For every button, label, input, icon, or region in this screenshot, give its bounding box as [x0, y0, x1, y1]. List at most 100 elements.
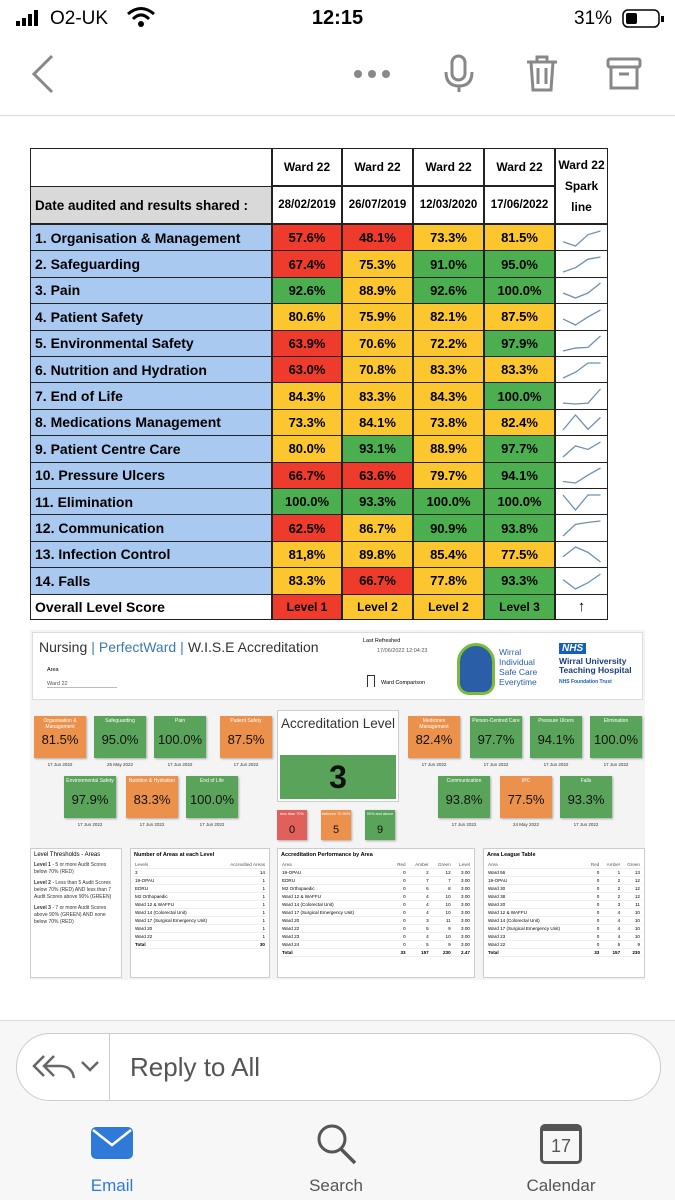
score-tile: IPC 77.5% — [500, 776, 552, 818]
tile-date: 17 Jun 2022 — [47, 762, 73, 767]
audit-table: Ward 22 28/02/2019 Ward 22 26/07/2019 Ward 2… — [30, 148, 608, 621]
search-icon[interactable] — [314, 1122, 358, 1171]
table-row: Ward 14 (Colorectal Unit) 1 — [134, 908, 266, 917]
table-cell: Ward 14 (Colorectal Unit) — [281, 900, 392, 909]
level-box: Accreditation Level 3 — [277, 710, 399, 802]
table-cell: Ward 17 (Surgical Emergency Unit) — [487, 924, 587, 933]
back-button[interactable] — [28, 52, 58, 101]
table-cell: 4 — [406, 892, 430, 901]
calendar-icon[interactable]: 17 — [540, 1124, 582, 1164]
email-tab[interactable]: Email — [90, 1176, 134, 1195]
table-cell: 10 — [429, 892, 452, 901]
search-tab[interactable]: Search — [309, 1176, 363, 1195]
table-cell: 0 — [391, 908, 407, 917]
level-cell: Level 1 — [272, 593, 342, 620]
table-cell: 3.00 — [451, 884, 471, 893]
table-cell: 10 — [621, 924, 641, 933]
table-cell: Amber — [600, 861, 622, 869]
table-row: Ward 23 0 4 10 — [487, 932, 641, 941]
threshold-line: Level 1 - 5 or more Audit Scores below 7… — [34, 862, 118, 876]
table-cell: 30 — [218, 940, 266, 949]
dash-header: Nursing | PerfectWard | W.I.S.E Accreditatio… — [32, 632, 643, 700]
table-cell: Ward 12 & WAFFU — [281, 892, 392, 901]
date-header: 26/07/2019 — [342, 186, 413, 224]
battery-percent: 31% — [574, 8, 613, 29]
score-cell: 93.3% — [484, 567, 555, 595]
league-panel: Area League Table Area Red Amber Green Ward 5… — [483, 848, 645, 978]
table-cell: Red — [391, 861, 407, 869]
refresh-time: 17/06/2022 12:04:23 — [377, 648, 428, 654]
score-tile: Nutrition & Hydration 83.3% — [126, 776, 178, 818]
carrier: O2-UK — [50, 8, 109, 29]
score-cell: 85.4% — [413, 540, 484, 569]
table-cell: 4 — [600, 916, 622, 925]
date-header: 28/02/2019 — [272, 186, 342, 224]
tile-date: 17 Jun 2022 — [573, 822, 599, 827]
mini-table: Levels Accredited Areas 3 14 19-OPAU 1 EDRU 1 M2… — [134, 861, 266, 949]
table-row: Ward 20 1 — [134, 924, 266, 933]
signal-icon — [14, 8, 54, 28]
battery-icon — [622, 8, 666, 35]
table-row: Ward 17 (Surgical Emergency Unit) 0 4 10 — [487, 924, 641, 933]
count-label: between 70-90% — [321, 812, 351, 816]
sparkline-cell — [555, 303, 608, 331]
mini-table: Area Red Amber Green Ward 56 0 1 13 19-OPAU 0 2 12 W… — [487, 861, 641, 957]
reply-placeholder[interactable]: Reply to All — [130, 1052, 261, 1082]
wise-line: Everytime — [499, 677, 537, 687]
date-label: Date audited and results shared : — [30, 186, 272, 224]
tile-date: 24 May 2022 — [512, 822, 540, 827]
table-row: Ward 12 & WAFFU 1 — [134, 900, 266, 909]
sparkline — [562, 230, 601, 247]
score-cell: 82.1% — [413, 303, 484, 331]
score-cell: 81,8% — [272, 540, 342, 569]
wise-line: Individual — [499, 657, 535, 667]
table-row: Area Red Amber Green Level — [281, 861, 471, 869]
row-label: 4. Patient Safety — [30, 303, 272, 331]
ward-comparison[interactable]: Ward Comparison — [381, 680, 426, 686]
table-cell: 0 — [586, 932, 601, 941]
table-cell: Ward 30 — [487, 884, 587, 893]
table-row: 3 14 — [134, 868, 266, 877]
table-cell: 157 — [406, 948, 430, 957]
table-cell: Ward 14 (Colorectal Unit) — [487, 916, 587, 925]
table-cell: 10 — [429, 932, 452, 941]
archive-button[interactable] — [606, 56, 642, 97]
table-cell: 14 — [218, 868, 266, 877]
score-cell: 95.0% — [484, 250, 555, 278]
mic-button[interactable] — [442, 54, 476, 99]
email-icon[interactable] — [90, 1126, 134, 1165]
table-cell: 10 — [621, 932, 641, 941]
table-cell: EDRU — [281, 876, 392, 885]
tile-label: Nutrition & Hydration — [128, 778, 176, 784]
reply-box[interactable] — [16, 1033, 661, 1101]
sparkline — [562, 441, 601, 458]
table-cell: 1 — [218, 924, 266, 933]
row-label: 6. Nutrition and Hydration — [30, 356, 272, 384]
level-cell: Level 2 — [342, 593, 413, 620]
date-header: 17/06/2022 — [484, 186, 555, 224]
table-cell: 9 — [429, 924, 452, 933]
sparkline-cell — [555, 382, 608, 410]
table-cell: Ward 22 — [487, 940, 587, 949]
table-cell: 10 — [621, 916, 641, 925]
clock: 12:15 — [311, 7, 364, 29]
calendar-tab[interactable]: Calendar — [526, 1176, 596, 1195]
reply-options[interactable] — [30, 1052, 106, 1087]
table-cell: 7 — [406, 876, 430, 885]
score-tile: Environmental Safety 97.9% — [64, 776, 116, 818]
table-cell: 0 — [586, 884, 601, 893]
tile-label: Communication — [446, 778, 482, 784]
area-select[interactable]: Ward 22 — [47, 681, 117, 688]
delete-button[interactable] — [524, 54, 560, 99]
table-row: 19-OPAU 0 2 12 3.00 — [281, 868, 471, 877]
sparkline-cell — [555, 461, 608, 489]
table-cell: 3.00 — [451, 932, 471, 941]
score-cell: 77.8% — [413, 567, 484, 595]
tile-label: Patient Safety — [230, 718, 262, 724]
score-tile: Elimination 100.0% — [590, 716, 642, 758]
threshold-line: Level 3 - 7 or more Audit Scores above 9… — [34, 905, 118, 926]
more-button[interactable] — [352, 64, 394, 89]
table-row: EDRU 1 — [134, 884, 266, 893]
score-cell: 75.3% — [342, 250, 413, 278]
